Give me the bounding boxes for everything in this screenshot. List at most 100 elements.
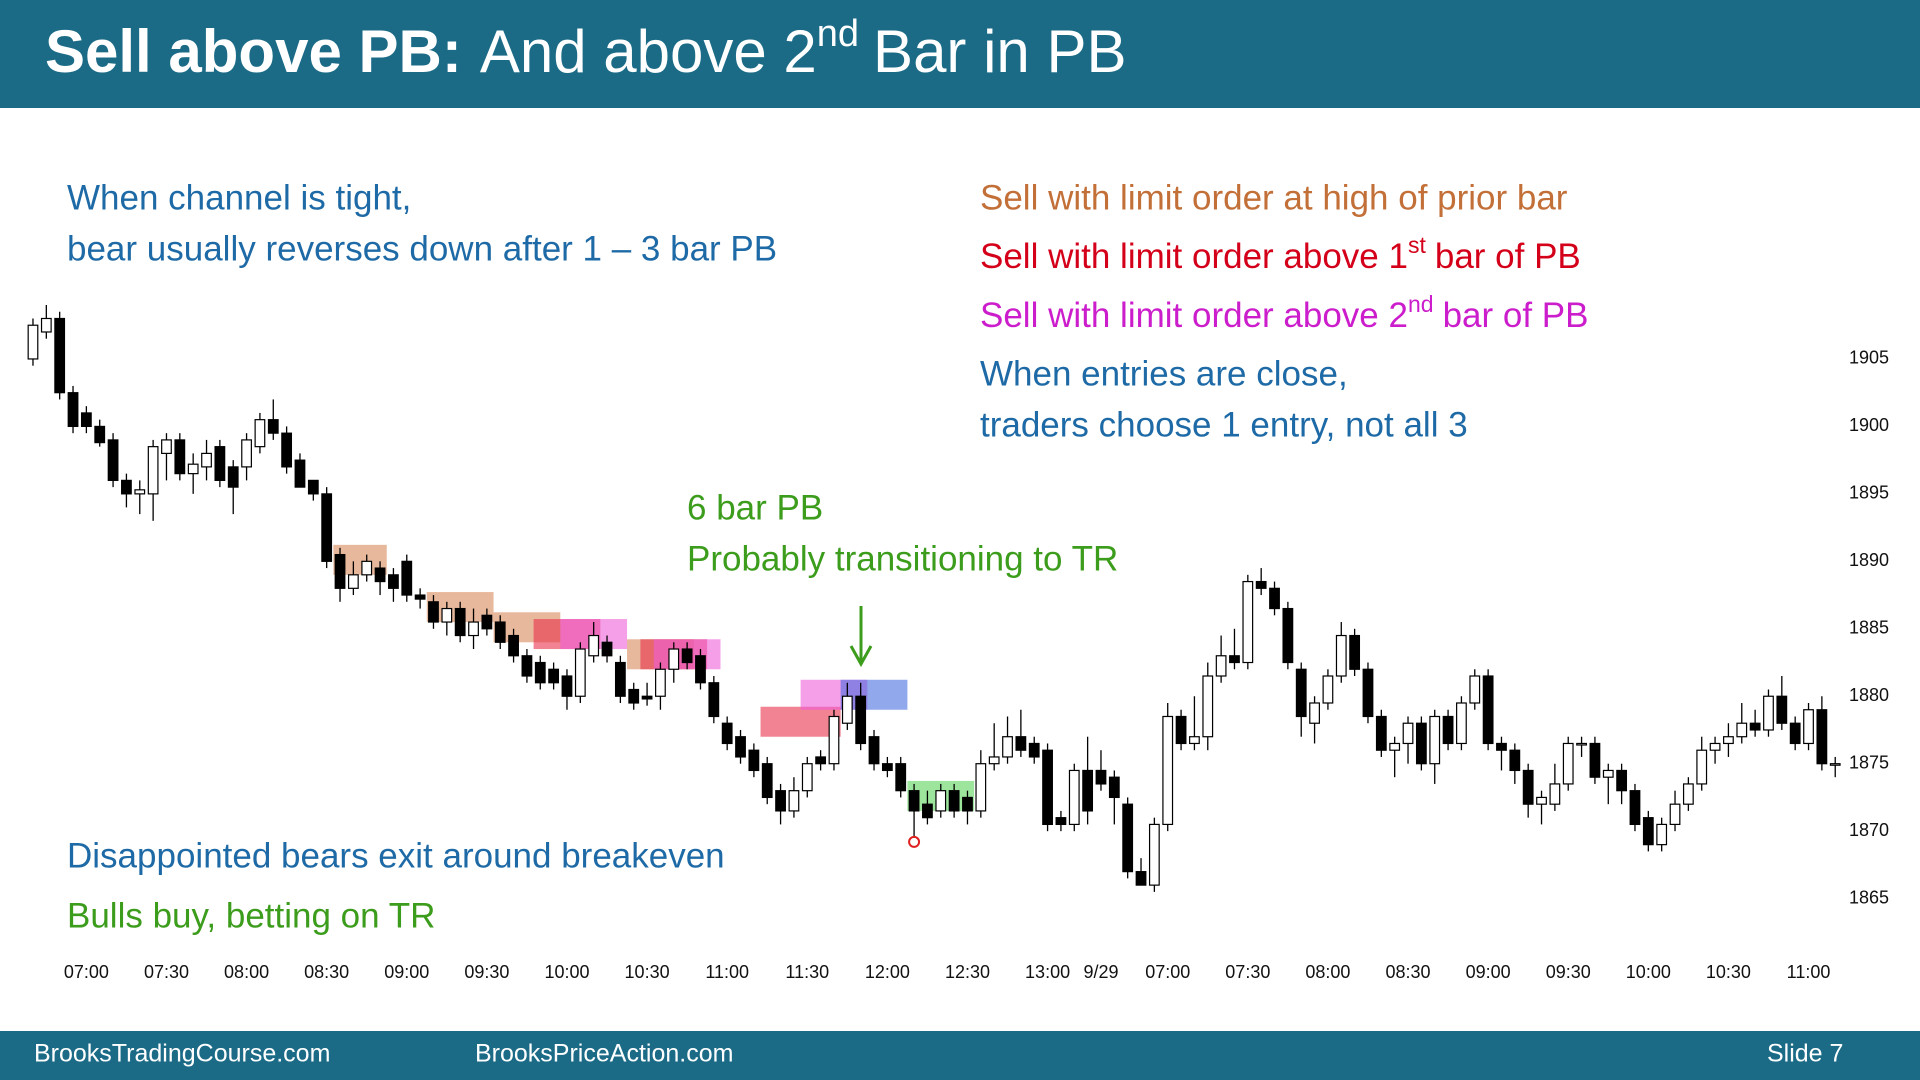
candle-body	[1269, 587, 1280, 610]
candle-body	[1656, 823, 1668, 846]
candle-body	[908, 790, 920, 812]
annotation: Disappointed bears exit around breakeven	[67, 836, 725, 875]
candle-body	[775, 790, 786, 812]
title-end: Bar in PB	[873, 18, 1126, 85]
down-arrow	[849, 606, 873, 668]
y-tick-label: 1870	[1849, 820, 1889, 840]
candle-body	[1629, 790, 1641, 826]
candle-body	[374, 567, 386, 583]
header-bar	[0, 0, 1920, 108]
footer-site: BrooksTradingCourse.com	[34, 1040, 330, 1068]
entry-zone	[760, 706, 841, 737]
candle-body	[881, 763, 893, 772]
annotation: Bulls buy, betting on TR	[67, 896, 435, 935]
annotation-part: bar of PB	[1443, 296, 1589, 335]
candle-body	[668, 648, 680, 670]
x-tick-label: 12:30	[945, 962, 990, 982]
candle-body	[1255, 580, 1267, 589]
annotation-part: Sell with limit order above 1	[980, 237, 1408, 276]
title-sup: nd	[817, 13, 859, 55]
candle-body	[1562, 742, 1574, 785]
candle-body	[40, 317, 52, 333]
candle-body	[1749, 722, 1761, 731]
annotation: Sell with limit order at high of prior b…	[980, 178, 1568, 217]
annotation-part: Sell with limit order above 2	[980, 296, 1408, 335]
candle-body	[1736, 722, 1748, 738]
y-tick-label: 1890	[1849, 550, 1889, 570]
title-bold: Sell above PB:	[45, 18, 462, 85]
candle-body	[708, 682, 720, 718]
annotation: bear usually reverses down after 1 – 3 b…	[67, 229, 777, 268]
candle-body	[574, 648, 586, 697]
y-tick-label: 1880	[1849, 685, 1889, 705]
x-tick-label: 07:00	[1145, 962, 1190, 982]
candle-body	[334, 553, 346, 589]
candle-body	[895, 763, 907, 792]
candle-body	[1015, 736, 1027, 751]
candle-body	[1723, 736, 1734, 745]
candle-body	[508, 634, 519, 657]
candlestick-chart: 1865 1870 1875 1880 1885 1890 1895 1900 1905 07:0…	[27, 304, 1889, 982]
candle-body	[601, 641, 613, 657]
x-tick-label: 9/29	[1083, 962, 1118, 982]
y-tick-label: 1865	[1849, 887, 1889, 907]
candle-body	[347, 574, 359, 589]
candle-body	[201, 452, 212, 468]
annotation: When channel is tight,	[67, 178, 411, 217]
candle-body	[828, 715, 840, 765]
candle-body	[801, 763, 813, 792]
candle-body	[1576, 742, 1587, 746]
x-tick-label: 11:30	[785, 962, 829, 982]
candle-body	[1242, 580, 1254, 664]
candle-body	[948, 790, 960, 812]
slide-title: Sell above PB: And above 2nd Bar in PB	[45, 13, 1127, 85]
candle-body	[1522, 769, 1534, 805]
candle-body	[1082, 769, 1094, 812]
candle-body	[187, 463, 199, 475]
candle-body	[1162, 715, 1174, 826]
candle-body	[281, 432, 293, 468]
title-main: And above 2	[480, 18, 817, 85]
candle-body	[414, 594, 426, 600]
candle-body	[267, 419, 279, 434]
candle-body	[1148, 823, 1160, 886]
candle-body	[147, 446, 159, 495]
candle-body	[321, 493, 333, 562]
candle-body	[1589, 742, 1601, 778]
candle-body	[614, 661, 626, 697]
candle-body	[241, 439, 252, 468]
candle-body	[1803, 709, 1814, 745]
x-tick-label: 07:00	[64, 962, 109, 982]
candle-body	[1496, 742, 1507, 751]
candle-body	[454, 607, 466, 637]
candle-body	[1829, 763, 1841, 766]
candle-body	[1362, 668, 1374, 718]
candle-body	[1616, 769, 1628, 792]
candle-body	[1482, 675, 1494, 745]
candle-body	[67, 392, 79, 428]
annotation: When entries are close,	[980, 354, 1348, 393]
candle-body	[1669, 803, 1681, 826]
candle-body	[922, 803, 933, 819]
candle-body	[1642, 817, 1654, 846]
candle-body	[388, 574, 399, 589]
candle-body	[1108, 776, 1120, 799]
y-tick-label: 1900	[1849, 415, 1889, 435]
candle-body	[1789, 722, 1801, 745]
y-tick-label: 1895	[1849, 483, 1889, 503]
candle-body	[1456, 702, 1467, 745]
candle-body	[521, 655, 533, 677]
candle-body	[1442, 715, 1454, 745]
candle-body	[1696, 749, 1708, 785]
x-tick-label: 08:00	[224, 962, 269, 982]
candle-body	[1295, 668, 1307, 718]
candle-body	[681, 648, 693, 664]
candle-body	[1549, 783, 1561, 805]
candle-body	[1002, 736, 1013, 758]
candle-body	[935, 790, 947, 812]
candle-body	[80, 412, 92, 428]
candle-body	[1282, 607, 1294, 664]
candle-body	[1602, 769, 1614, 778]
candle-body	[1816, 709, 1828, 765]
candle-body	[1189, 736, 1200, 745]
